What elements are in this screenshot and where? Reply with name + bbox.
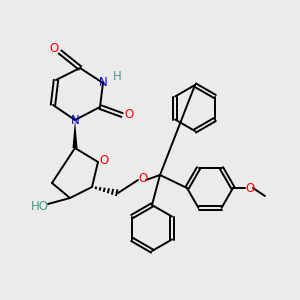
Text: N: N — [70, 113, 80, 127]
Text: O: O — [124, 109, 134, 122]
Text: O: O — [50, 41, 58, 55]
Text: HO: HO — [31, 200, 49, 212]
Polygon shape — [73, 120, 77, 148]
Text: H: H — [112, 70, 122, 83]
Text: O: O — [245, 182, 255, 194]
Text: O: O — [99, 154, 109, 166]
Text: O: O — [138, 172, 148, 184]
Text: N: N — [99, 76, 107, 89]
